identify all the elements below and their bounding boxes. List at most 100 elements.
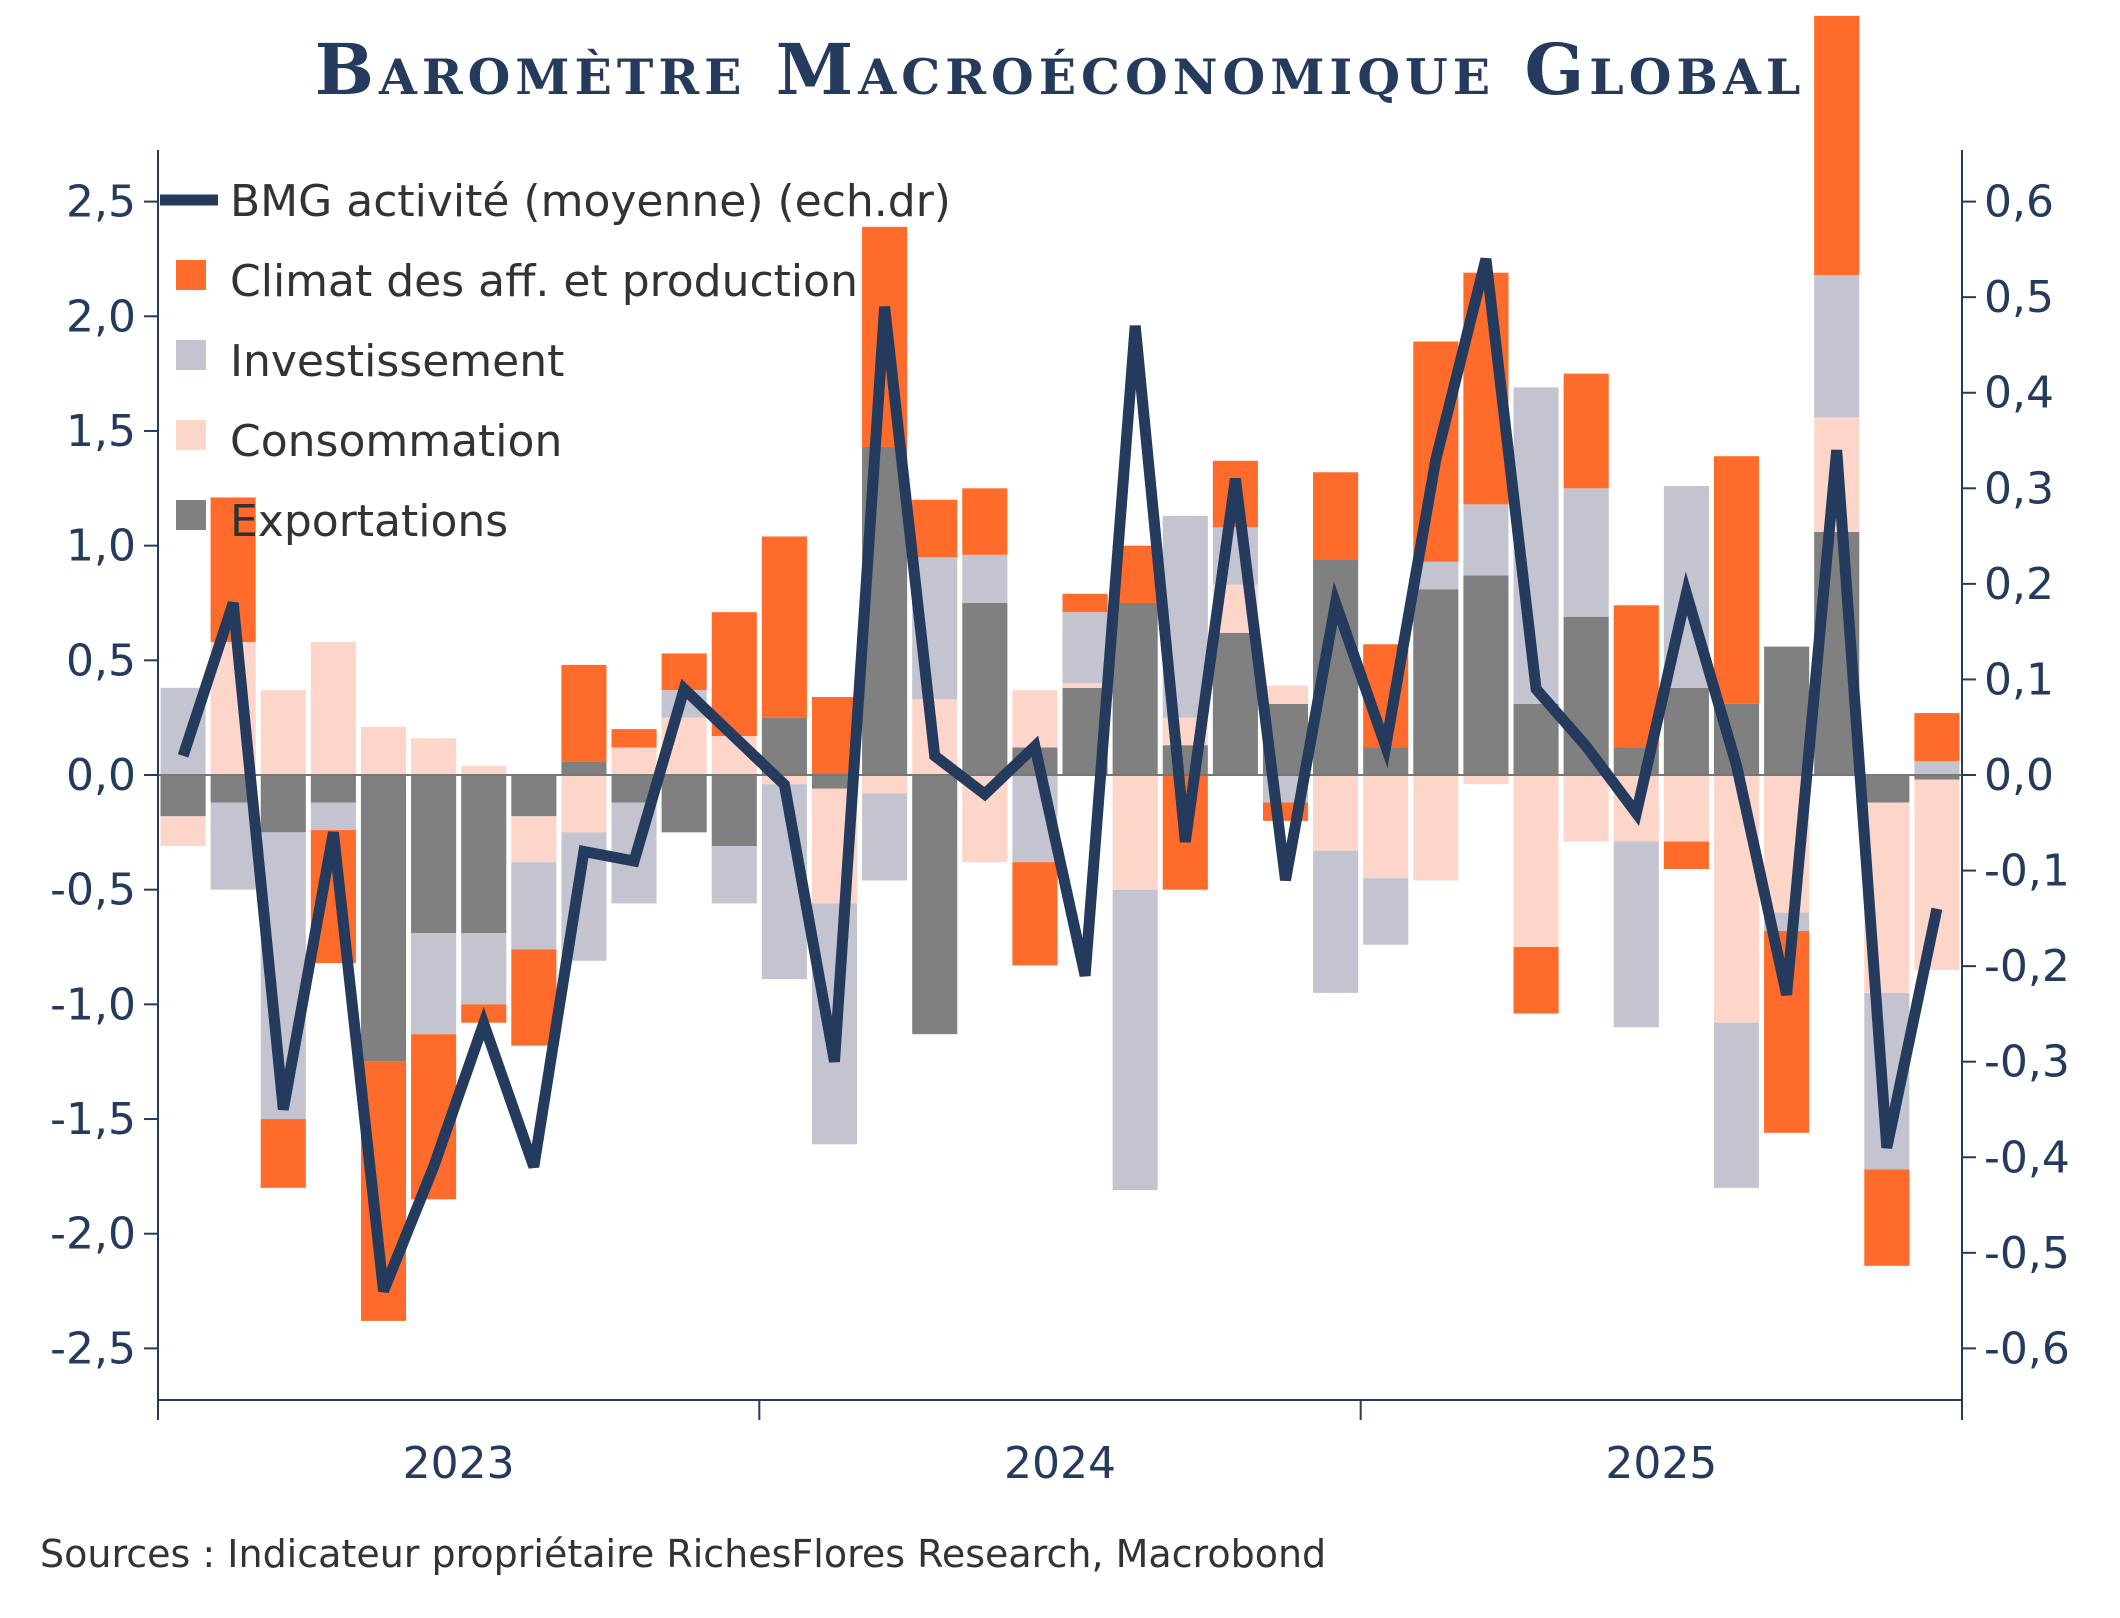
bar-segment bbox=[862, 775, 908, 794]
bar-segment bbox=[411, 933, 457, 1035]
bar-segment bbox=[1062, 683, 1108, 688]
left-tick-label: -0,5 bbox=[50, 865, 136, 916]
bar-segment bbox=[310, 641, 356, 775]
right-tick-label: 0,5 bbox=[1984, 272, 2054, 323]
bar-segment bbox=[1463, 504, 1509, 576]
legend-label: BMG activité (moyenne) (ech.dr) bbox=[230, 176, 951, 227]
legend-swatch bbox=[176, 340, 206, 370]
bar-segment bbox=[661, 775, 707, 833]
source-note: Sources : Indicateur propriétaire Riches… bbox=[40, 1532, 1327, 1576]
bar-segment bbox=[1663, 841, 1709, 870]
bar-segment bbox=[1914, 761, 1960, 775]
bar-segment bbox=[461, 933, 507, 1005]
bar-segment bbox=[862, 793, 908, 881]
legend-swatch bbox=[176, 500, 206, 530]
bar-segment bbox=[1764, 646, 1810, 775]
bar-segment bbox=[1463, 575, 1509, 775]
left-tick-label: 0,0 bbox=[66, 750, 136, 801]
right-tick-label: 0,1 bbox=[1984, 654, 2054, 705]
bar-segment bbox=[1613, 841, 1659, 1028]
bar-segment bbox=[962, 554, 1008, 603]
bar-segment bbox=[1663, 775, 1709, 842]
left-tick-label: 2,5 bbox=[66, 177, 136, 228]
bar-segment bbox=[461, 775, 507, 934]
bar-segment bbox=[912, 499, 958, 558]
left-tick-label: 2,0 bbox=[66, 291, 136, 342]
bar-segment bbox=[1814, 15, 1860, 276]
bar-segment bbox=[511, 816, 557, 863]
bar-segment bbox=[1062, 612, 1108, 684]
bar-segment bbox=[461, 765, 507, 775]
bar-segment bbox=[1914, 713, 1960, 762]
right-tick-label: 0,0 bbox=[1984, 750, 2054, 801]
bar-segment bbox=[561, 775, 607, 833]
bar-segment bbox=[260, 1119, 306, 1188]
right-tick-label: 0,3 bbox=[1984, 463, 2054, 514]
bar-segment bbox=[1413, 775, 1459, 881]
bar-segment bbox=[360, 775, 407, 1062]
bar-segment bbox=[210, 802, 256, 890]
legend-label: Exportations bbox=[230, 496, 508, 547]
bar-segment bbox=[1463, 775, 1509, 785]
right-tick-label: 0,4 bbox=[1984, 368, 2054, 419]
left-tick-label: 0,5 bbox=[66, 635, 136, 686]
right-tick-label: -0,6 bbox=[1984, 1323, 2070, 1374]
bar-segment bbox=[912, 775, 958, 1035]
bar-segment bbox=[1814, 275, 1860, 418]
bar-segment bbox=[1563, 488, 1609, 617]
bar-segment bbox=[561, 761, 607, 775]
bar-segment bbox=[1313, 472, 1359, 560]
bar-segment bbox=[511, 949, 557, 1046]
bmg-line bbox=[177, 257, 1943, 1294]
bar-segment bbox=[962, 488, 1008, 555]
left-tick-label: -1,0 bbox=[50, 979, 136, 1030]
bar-segment bbox=[561, 664, 607, 762]
bar-segment bbox=[1563, 373, 1609, 489]
bar-segment bbox=[1112, 889, 1158, 1191]
year-label: 2023 bbox=[403, 1438, 515, 1489]
bar-segment bbox=[1914, 779, 1960, 970]
legend-swatch bbox=[176, 420, 206, 450]
bar-segment bbox=[310, 802, 356, 831]
left-tick-label: -2,5 bbox=[50, 1323, 136, 1374]
bar-segment bbox=[1513, 703, 1559, 775]
year-label: 2024 bbox=[1004, 1438, 1116, 1489]
left-tick-label: -1,5 bbox=[50, 1094, 136, 1145]
bar-segment bbox=[511, 862, 557, 950]
bar-segment bbox=[1713, 1022, 1760, 1188]
bar-segment bbox=[160, 775, 206, 817]
bar-segment bbox=[1363, 878, 1409, 945]
right-tick-label: 0,2 bbox=[1984, 559, 2054, 610]
legend-label: Consommation bbox=[230, 416, 562, 467]
chart-title: Baromètre Macroéconomique Global bbox=[314, 28, 1806, 111]
legend: BMG activité (moyenne) (ech.dr) Climat de… bbox=[160, 176, 951, 547]
right-tick-label: -0,1 bbox=[1984, 846, 2070, 897]
right-tick-label: -0,4 bbox=[1984, 1132, 2070, 1183]
bar-segment bbox=[611, 729, 657, 748]
bar-segment bbox=[1914, 775, 1960, 780]
bar-segment bbox=[711, 775, 757, 847]
bar-segment bbox=[160, 816, 206, 847]
bar-segment bbox=[1663, 687, 1709, 775]
right-tick-label: -0,2 bbox=[1984, 941, 2070, 992]
bar-segment bbox=[1413, 589, 1459, 775]
bar-segment bbox=[310, 775, 356, 803]
bar-segment bbox=[511, 775, 557, 817]
left-tick-label: 1,5 bbox=[66, 406, 136, 457]
bar-segment bbox=[1262, 685, 1309, 704]
bar-segment bbox=[1563, 775, 1609, 842]
bar-segment bbox=[411, 738, 457, 775]
bar-segment bbox=[1513, 947, 1559, 1014]
bar-segment bbox=[811, 775, 858, 789]
left-tick-label: -2,0 bbox=[50, 1209, 136, 1260]
bar-segment bbox=[962, 602, 1008, 775]
bar-segment bbox=[411, 775, 457, 934]
bar-segment bbox=[1012, 690, 1058, 748]
legend-label: Investissement bbox=[230, 336, 564, 387]
bar-segment bbox=[360, 726, 407, 775]
bar-segment bbox=[761, 536, 807, 718]
bar-segment bbox=[1212, 632, 1258, 775]
bar-segment bbox=[611, 747, 657, 775]
bar-segment bbox=[1313, 850, 1359, 993]
right-tick-label: -0,3 bbox=[1984, 1037, 2070, 1088]
